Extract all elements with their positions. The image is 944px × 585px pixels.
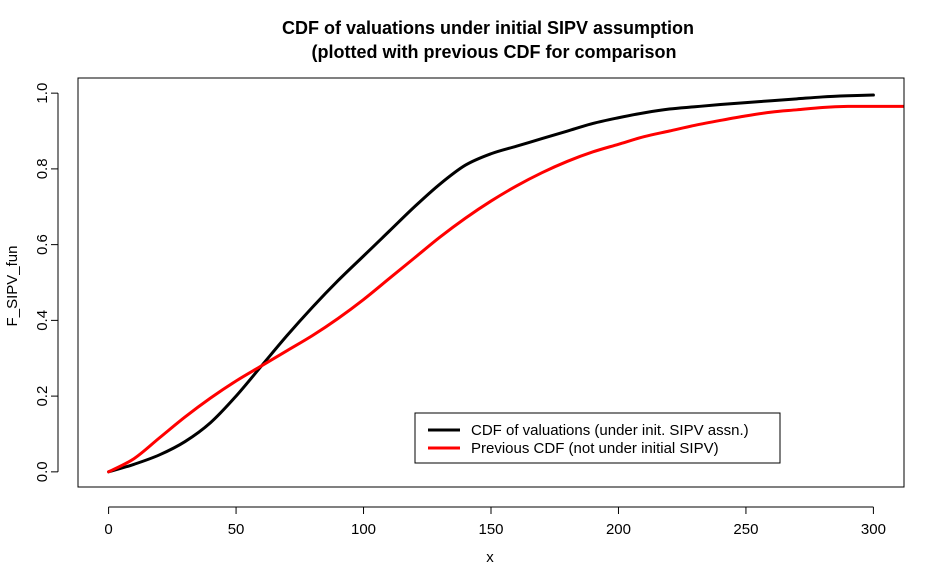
x-tick-label: 0 bbox=[104, 521, 112, 538]
x-tick-label: 250 bbox=[733, 521, 758, 538]
legend-label-series-2: Previous CDF (not under initial SIPV) bbox=[471, 440, 719, 457]
chart-title: CDF of valuations under initial SIPV ass… bbox=[282, 18, 694, 38]
plot-frame bbox=[77, 77, 905, 488]
y-tick-label: 0.8 bbox=[34, 158, 51, 179]
y-tick-label: 0.6 bbox=[34, 234, 51, 255]
x-tick-label: 150 bbox=[478, 521, 503, 538]
x-tick-label: 50 bbox=[228, 521, 245, 538]
y-tick-label: 1.0 bbox=[34, 83, 51, 104]
x-axis: 0 50 100 150 200 250 300 bbox=[104, 506, 886, 538]
series-line-1 bbox=[107, 93, 875, 474]
y-tick-label: 0.0 bbox=[34, 461, 51, 482]
x-tick-label: 100 bbox=[351, 521, 376, 538]
legend-label-series-1: CDF of valuations (under init. SIPV assn… bbox=[471, 422, 749, 439]
chart-subtitle: (plotted with previous CDF for compariso… bbox=[311, 42, 676, 62]
y-axis: 0.0 0.2 0.4 0.6 0.8 1.0 bbox=[34, 83, 59, 482]
x-tick-label: 300 bbox=[861, 521, 886, 538]
x-tick-label: 200 bbox=[606, 521, 631, 538]
y-tick-label: 0.4 bbox=[34, 310, 51, 331]
series-layer bbox=[107, 93, 904, 474]
x-axis-label: x bbox=[486, 549, 494, 566]
y-tick-label: 0.2 bbox=[34, 386, 51, 407]
legend-box bbox=[414, 412, 781, 464]
legend: CDF of valuations (under init. SIPV assn… bbox=[414, 412, 781, 464]
series-line-2 bbox=[107, 104, 904, 474]
y-axis-label: F_SIPV_fun bbox=[4, 246, 21, 327]
